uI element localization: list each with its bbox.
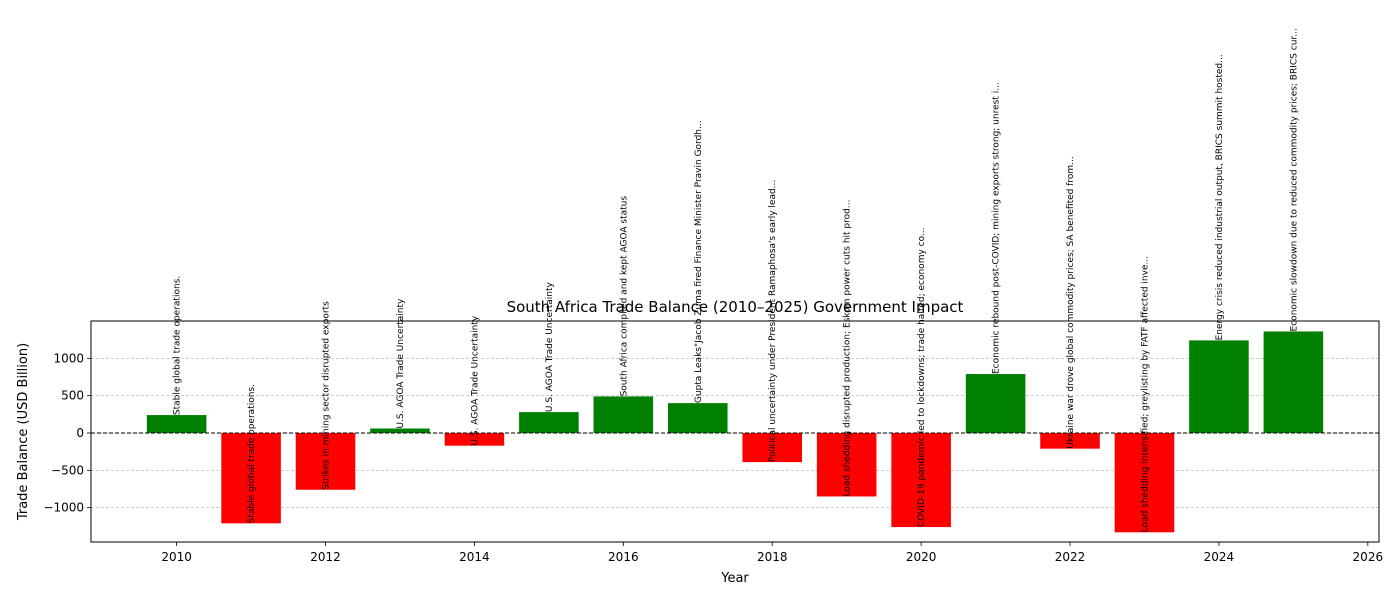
- bar-2013: [370, 428, 430, 433]
- bar-annotations: Stable global trade operations. Stable gl…: [173, 28, 1300, 532]
- chart-title: South Africa Trade Balance (2010–2025) G…: [507, 298, 964, 316]
- bar-2015: [519, 412, 579, 433]
- annotation-2015: U.S. AGOA Trade Uncertainty: [545, 282, 555, 413]
- annotation-2024: Energy crisis reduced industrial output,…: [1215, 54, 1225, 340]
- y-axis-ticks: −1000 −500 0 500 1000: [43, 351, 91, 515]
- x-tick-label: 2014: [459, 550, 490, 564]
- annotation-2012: Strikes in mining sector disrupted expor…: [322, 301, 332, 490]
- y-tick-label: 0: [76, 426, 84, 440]
- y-tick-label: 1000: [53, 351, 84, 365]
- y-tick-label: 500: [61, 389, 84, 403]
- x-axis-ticks: 2010 2012 2014 2016 2018 2020 2022 2024 2026: [161, 542, 1383, 564]
- annotation-2016: South Africa complied and kept AGOA stat…: [619, 196, 629, 397]
- x-tick-label: 2018: [757, 550, 788, 564]
- x-tick-label: 2020: [906, 550, 937, 564]
- annotation-2017: Gupta Leaks"Jacob Zuma fired Finance Min…: [694, 120, 704, 403]
- annotation-2025: Economic slowdown due to reduced commodi…: [1289, 28, 1299, 331]
- bar-2021: [965, 374, 1026, 433]
- bar-2025: [1263, 331, 1324, 433]
- bar-2010: [146, 415, 207, 433]
- y-tick-label: −500: [51, 463, 84, 477]
- annotation-2011: Stable global trade operations.: [247, 384, 257, 523]
- annotation-2022: Ukraine war drove global commodity price…: [1066, 156, 1076, 448]
- x-tick-label: 2010: [161, 550, 192, 564]
- bar-2023: [1114, 432, 1175, 533]
- bar-2016: [593, 396, 654, 433]
- x-axis-title: Year: [720, 571, 749, 586]
- bar-2019: [816, 432, 877, 497]
- annotation-2018: Political uncertainty under President Ra…: [768, 180, 778, 462]
- y-tick-label: −1000: [43, 501, 84, 515]
- bar-2017: [667, 403, 728, 433]
- annotation-2023: Load shedding intensified; greylisting b…: [1140, 256, 1150, 532]
- y-axis-title: Trade Balance (USD Billion): [16, 343, 31, 521]
- plot-frame: [90, 320, 1380, 543]
- x-tick-label: 2026: [1353, 550, 1384, 564]
- annotation-2013: U.S. AGOA Trade Uncertainty: [396, 298, 406, 429]
- annotation-2014: U.S. AGOA Trade Uncertainty: [470, 315, 480, 446]
- x-tick-label: 2022: [1055, 550, 1086, 564]
- bar-2018: [742, 432, 803, 463]
- x-tick-label: 2016: [608, 550, 639, 564]
- bar-2012: [295, 432, 356, 490]
- bar-2024: [1189, 340, 1249, 433]
- x-tick-label: 2012: [310, 550, 341, 564]
- bars: [146, 331, 1324, 533]
- annotation-2019: Load shedding disrupted production; Esko…: [843, 200, 853, 497]
- bar-2020: [891, 432, 951, 528]
- annotation-2010: Stable global trade operations.: [173, 276, 183, 415]
- annotation-2021: Economic rebound post-COVID; mining expo…: [992, 82, 1002, 374]
- x-tick-label: 2024: [1204, 550, 1235, 564]
- bar-2014: [444, 432, 505, 446]
- bar-2022: [1040, 432, 1100, 449]
- annotation-2020: COVID-19 pandemic led to lockdowns; trad…: [917, 227, 927, 527]
- bar-2011: [221, 432, 281, 524]
